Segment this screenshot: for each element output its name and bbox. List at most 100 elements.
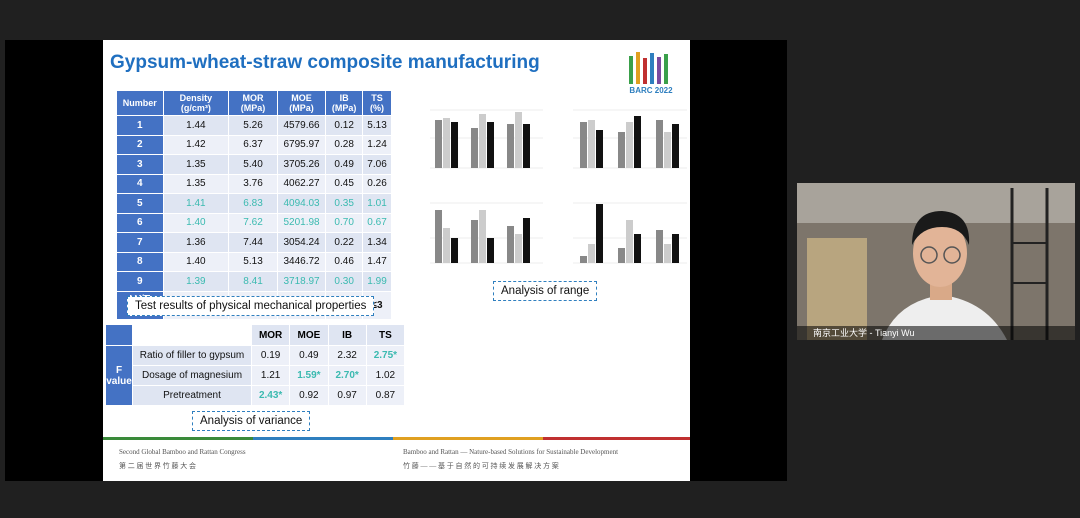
table-cell: 0.49 bbox=[290, 346, 328, 365]
table-cell: 5.13 bbox=[229, 252, 277, 271]
footer-text: Second Global Bamboo and Rattan Congress bbox=[119, 448, 246, 456]
table-cell: 4 bbox=[117, 174, 163, 193]
table-cell: Dosage of magnesium bbox=[133, 366, 251, 385]
table-row: 2 1.42 6.37 6795.97 0.28 1.24 bbox=[117, 135, 391, 154]
table-row: 7 1.36 7.44 3054.24 0.22 1.34 bbox=[117, 233, 391, 252]
table-cell: 5 bbox=[117, 194, 163, 213]
table-row: 4 1.35 3.76 4062.27 0.45 0.26 bbox=[117, 174, 391, 193]
table-cell: 1.21 bbox=[252, 366, 290, 385]
table-cell: 0.46 bbox=[326, 252, 363, 271]
table-cell: 3054.24 bbox=[277, 233, 326, 252]
table-cell: 8 bbox=[117, 252, 163, 271]
header-cell: TS bbox=[366, 325, 404, 345]
table-cell: 0.45 bbox=[326, 174, 363, 193]
table-cell: 7 bbox=[117, 233, 163, 252]
table-cell: Ratio of filler to gypsum bbox=[133, 346, 251, 365]
header-cell: MOE bbox=[290, 325, 328, 345]
table-row: 6 1.40 7.62 5201.98 0.70 0.67 bbox=[117, 213, 391, 232]
table-cell: 0.28 bbox=[326, 135, 363, 154]
table-cell: 2.70* bbox=[328, 366, 366, 385]
table-cell: 1 bbox=[117, 116, 163, 135]
header-row: Number Density (g/cm³) MOR (MPa) MOE (MPa) I… bbox=[117, 91, 391, 115]
table-cell: 1.36 bbox=[163, 233, 229, 252]
table-cell: 0.92 bbox=[290, 386, 328, 405]
table-cell: 1.99 bbox=[363, 272, 391, 291]
logo-text: BARC 2022 bbox=[629, 86, 673, 95]
table-row: 8 1.40 5.13 3446.72 0.46 1.47 bbox=[117, 252, 391, 271]
table-cell: 0.30 bbox=[326, 272, 363, 291]
caption: Test results of physical mechanical prop… bbox=[127, 296, 375, 316]
table-cell: 0.70 bbox=[326, 213, 363, 232]
table-cell: 0.87 bbox=[366, 386, 404, 405]
table-cell: 1.39 bbox=[163, 272, 229, 291]
table-cell: 6.83 bbox=[229, 194, 277, 213]
table-cell: 0.26 bbox=[363, 174, 391, 193]
table-cell: 0.49 bbox=[326, 155, 363, 174]
video-tile: 南京工业大学 - Tianyi Wu bbox=[797, 183, 1075, 340]
table-cell: 1.01 bbox=[363, 194, 391, 213]
table-cell: 0.12 bbox=[326, 116, 363, 135]
header-cell: TS (%) bbox=[363, 91, 391, 115]
header-cell: MOR bbox=[252, 325, 290, 345]
header-row: MOR MOE IB TS bbox=[106, 325, 404, 345]
footer-text: 第 二 届 世 界 竹 藤 大 会 bbox=[119, 462, 196, 470]
table-cell: 0.35 bbox=[326, 194, 363, 213]
table-cell: 4579.66 bbox=[277, 116, 326, 135]
video-frame bbox=[797, 183, 1075, 340]
table-cell: Pretreatment bbox=[133, 386, 251, 405]
header-cell: Number bbox=[117, 91, 163, 115]
table-cell: 5.40 bbox=[229, 155, 277, 174]
table-cell: 1.35 bbox=[163, 174, 229, 193]
table-cell: 0.97 bbox=[328, 386, 366, 405]
table-cell: 0.67 bbox=[363, 213, 391, 232]
anova-table: MOR MOE IB TS F value Ratio of filler to gyps… bbox=[105, 324, 405, 406]
row-group: F value bbox=[106, 346, 132, 405]
header-cell: MOR (MPa) bbox=[229, 91, 277, 115]
table-cell: 4094.03 bbox=[277, 194, 326, 213]
footer-text: Bamboo and Rattan — Nature-based Solutio… bbox=[403, 448, 619, 456]
table-cell: 1.34 bbox=[363, 233, 391, 252]
header-cell bbox=[106, 325, 132, 345]
table-cell: 1.42 bbox=[163, 135, 229, 154]
table-cell: 6795.97 bbox=[277, 135, 326, 154]
table-cell: 5201.98 bbox=[277, 213, 326, 232]
header-cell: IB (MPa) bbox=[326, 91, 363, 115]
participant-name: 南京工业大学 - Tianyi Wu bbox=[797, 326, 1075, 340]
table-cell: 3705.26 bbox=[277, 155, 326, 174]
table-cell: 6.37 bbox=[229, 135, 277, 154]
table-cell: 6 bbox=[117, 213, 163, 232]
table-cell: 7.62 bbox=[229, 213, 277, 232]
table-cell: 8.41 bbox=[229, 272, 277, 291]
table-cell: 3718.97 bbox=[277, 272, 326, 291]
table-cell: 5.13 bbox=[363, 116, 391, 135]
table-cell: 2.75* bbox=[366, 346, 404, 365]
table-cell: 5.26 bbox=[229, 116, 277, 135]
footer-rule bbox=[103, 437, 690, 440]
table-cell: 4062.27 bbox=[277, 174, 326, 193]
properties-table: Number Density (g/cm³) MOR (MPa) MOE (MPa) I… bbox=[116, 90, 392, 320]
slide-title: Gypsum-wheat-straw composite manufacturi… bbox=[110, 52, 540, 73]
table-row: 1 1.44 5.26 4579.66 0.12 5.13 bbox=[117, 116, 391, 135]
table-cell: 1.47 bbox=[363, 252, 391, 271]
table-cell: 0.22 bbox=[326, 233, 363, 252]
header-cell: MOE (MPa) bbox=[277, 91, 326, 115]
table-cell: 1.35 bbox=[163, 155, 229, 174]
table-cell: 7.44 bbox=[229, 233, 277, 252]
table-row: Dosage of magnesium 1.21 1.59* 2.70* 1.02 bbox=[106, 366, 404, 385]
table-cell: 0.19 bbox=[252, 346, 290, 365]
header-cell bbox=[133, 325, 251, 345]
footer-text: 竹 藤 — — 基 于 自 然 的 可 持 续 发 展 解 决 方 案 bbox=[403, 462, 559, 470]
table-cell: 1.24 bbox=[363, 135, 391, 154]
table-cell: 9 bbox=[117, 272, 163, 291]
header-cell: IB bbox=[328, 325, 366, 345]
table-cell: 1.40 bbox=[163, 213, 229, 232]
table-cell: 2 bbox=[117, 135, 163, 154]
logo: BARC 2022 bbox=[629, 52, 673, 95]
table-cell: 3446.72 bbox=[277, 252, 326, 271]
table-cell: 7.06 bbox=[363, 155, 391, 174]
table-row: F value Ratio of filler to gypsum 0.19 0.49… bbox=[106, 346, 404, 405]
slide: Gypsum-wheat-straw composite manufacturi… bbox=[103, 40, 690, 481]
header-cell: Density (g/cm³) bbox=[163, 91, 229, 115]
table-cell: 3 bbox=[117, 155, 163, 174]
